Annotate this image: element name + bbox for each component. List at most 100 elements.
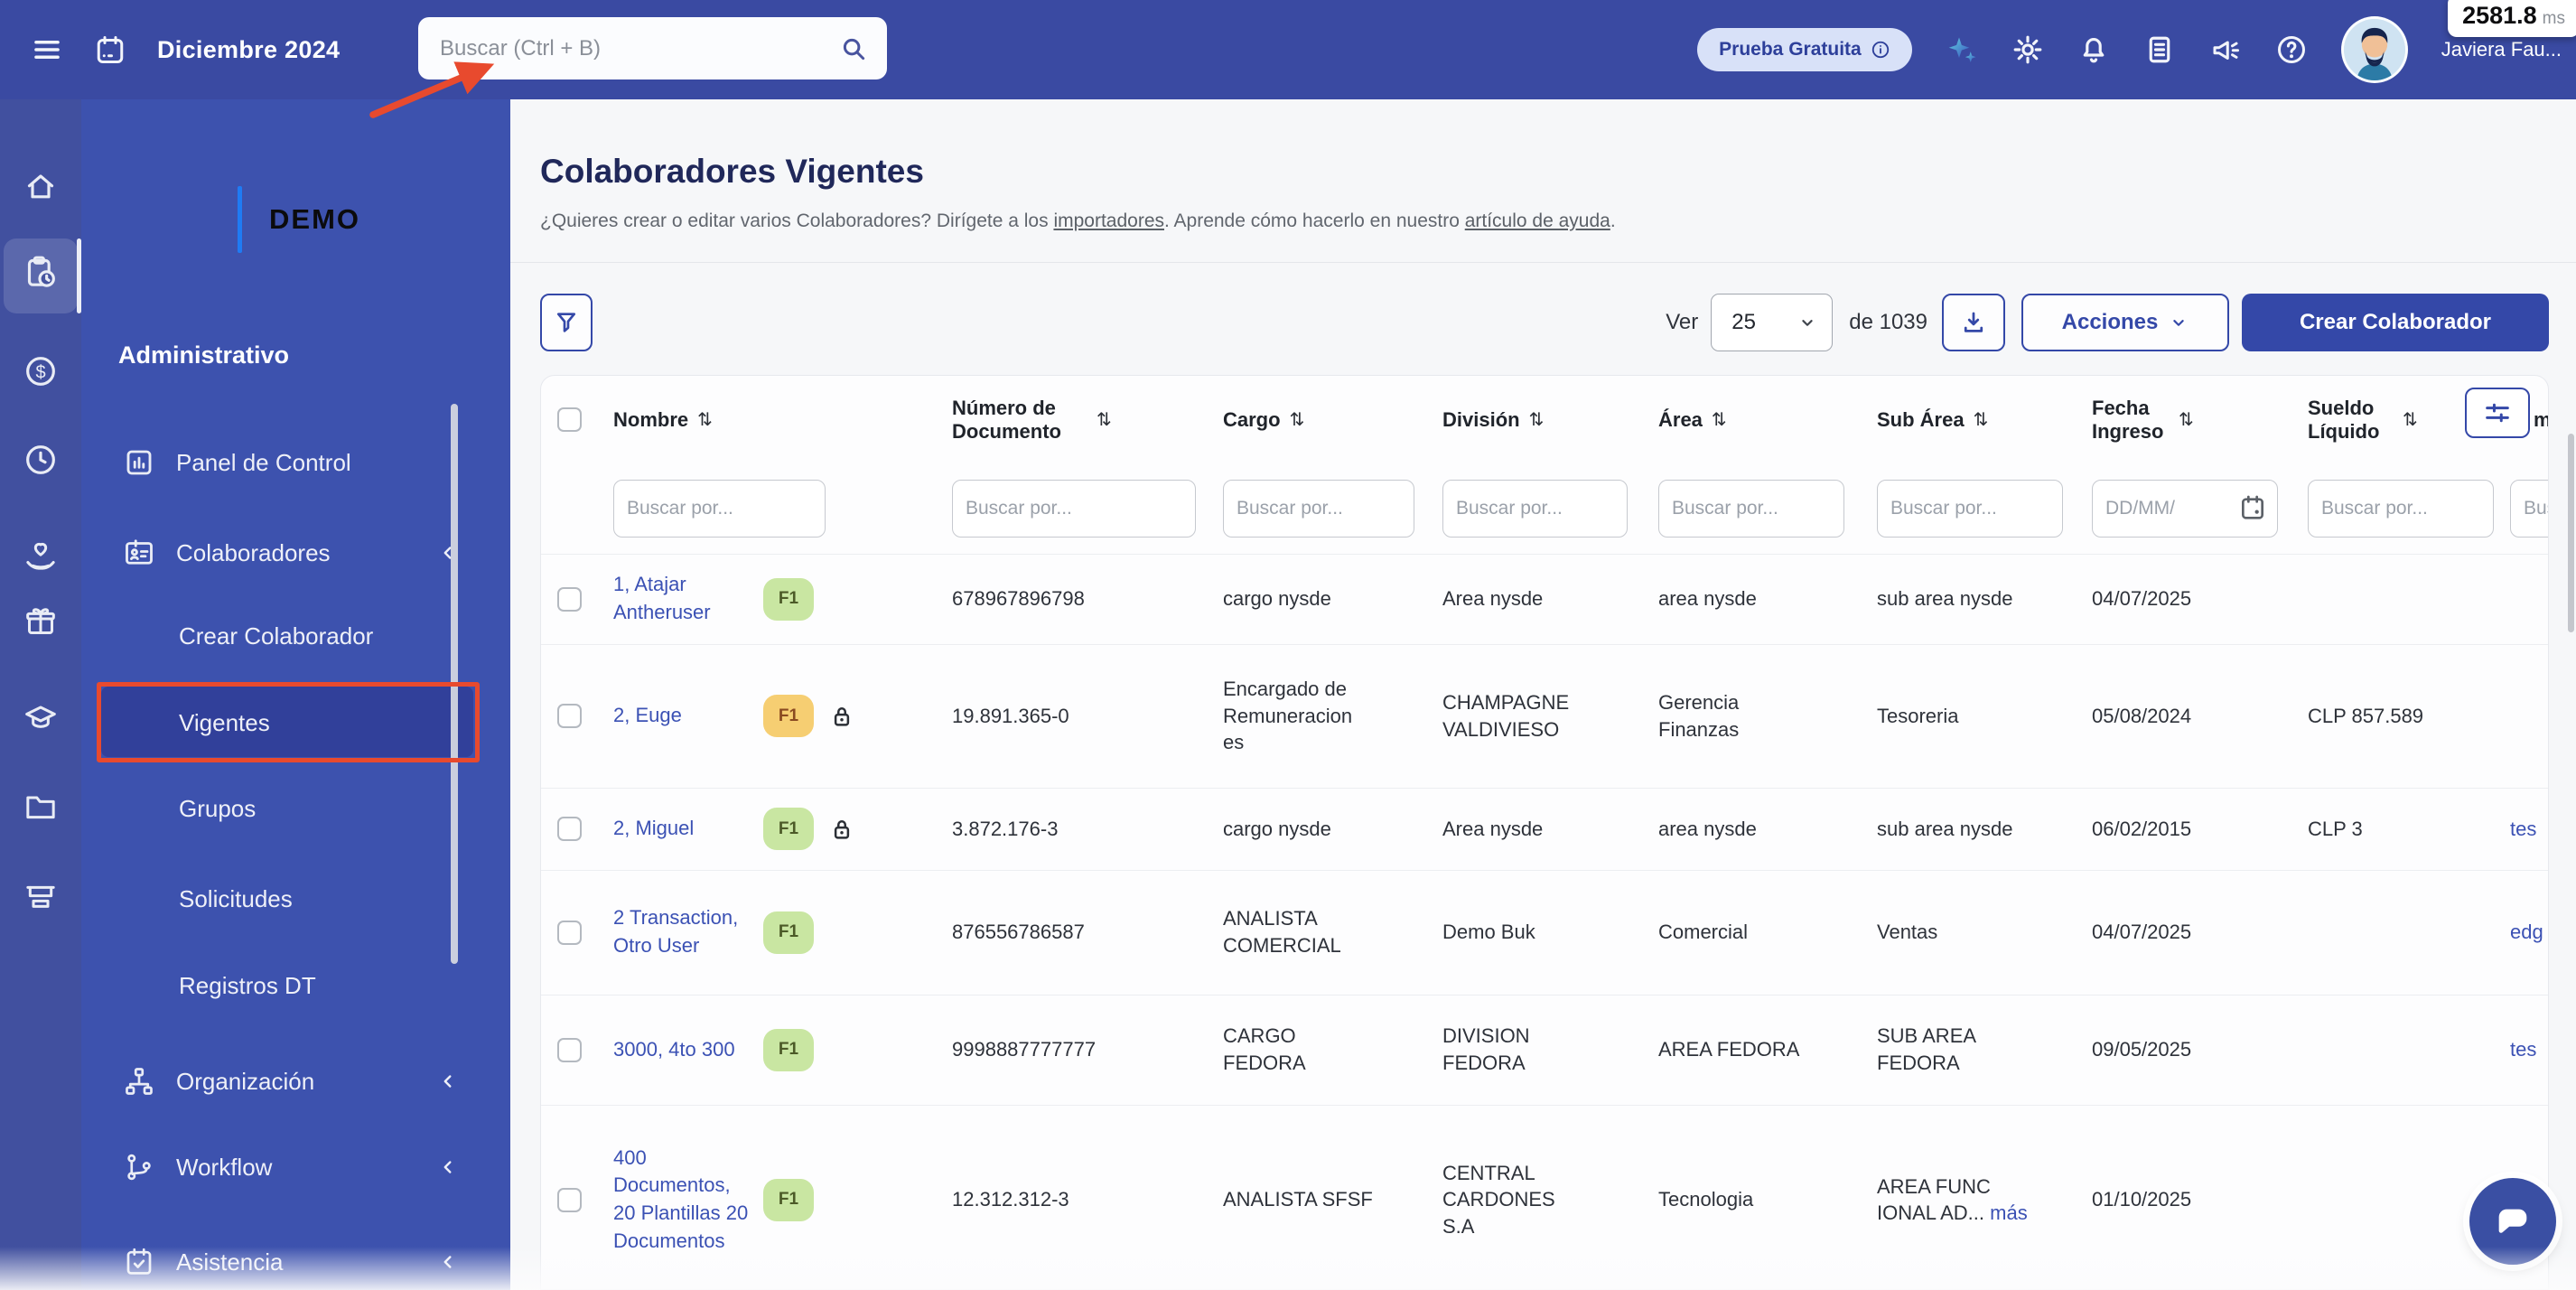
row-checkbox[interactable] xyxy=(557,1188,582,1212)
filter-area-input[interactable] xyxy=(1658,480,1844,538)
sidebar-item-grupos[interactable]: Grupos xyxy=(81,781,510,837)
sort-icon[interactable]: ⇅ xyxy=(1529,408,1545,431)
sort-icon[interactable]: ⇅ xyxy=(697,408,713,431)
column-header-documento[interactable]: Número de Documento⇅ xyxy=(952,397,1207,444)
period-label[interactable]: Diciembre 2024 xyxy=(157,36,340,64)
filter-cargo-input[interactable] xyxy=(1223,480,1414,538)
sort-icon[interactable]: ⇅ xyxy=(1712,408,1727,431)
column-settings-button[interactable] xyxy=(2465,388,2530,438)
collaborator-name-link[interactable]: 1, Atajar Antheruser xyxy=(613,571,749,627)
sort-icon[interactable]: ⇅ xyxy=(1974,408,1989,431)
importers-link[interactable]: importadores xyxy=(1053,210,1164,231)
chat-button[interactable] xyxy=(2469,1178,2556,1265)
filter-subarea-input[interactable] xyxy=(1877,480,2063,538)
sidebar-item-workflow[interactable]: Workflow xyxy=(81,1139,510,1195)
table-row: 400 Documentos, 20 Plantillas 20 Documen… xyxy=(541,1105,2549,1290)
graduation-cap-icon[interactable] xyxy=(23,700,59,736)
collaborator-name-link[interactable]: 2, Miguel xyxy=(613,815,749,843)
sidebar-item-registros-dt[interactable]: Registros DT xyxy=(81,958,510,1014)
help-article-link[interactable]: artículo de ayuda xyxy=(1465,210,1610,231)
collaborator-name-link[interactable]: 3000, 4to 300 xyxy=(613,1036,749,1064)
collaborator-name-link[interactable]: 2, Euge xyxy=(613,702,749,730)
payroll-dollar-icon[interactable]: $ xyxy=(23,353,59,389)
sidebar-item-solicitudes[interactable]: Solicitudes xyxy=(81,871,510,927)
sidebar-item-label: Asistencia xyxy=(176,1248,284,1276)
filter-button[interactable] xyxy=(540,294,593,351)
page-size-select[interactable]: 25 xyxy=(1711,294,1833,351)
bell-icon[interactable] xyxy=(2077,33,2110,66)
trial-badge[interactable]: Prueba Gratuita xyxy=(1697,28,1912,71)
row-checkbox[interactable] xyxy=(557,704,582,728)
megaphone-icon[interactable] xyxy=(2209,33,2242,66)
sort-icon[interactable]: ⇅ xyxy=(2403,408,2418,431)
column-header-fecha[interactable]: Fecha Ingreso⇅ xyxy=(2092,397,2291,444)
sort-icon[interactable]: ⇅ xyxy=(1290,408,1305,431)
sidebar-item-colaboradores[interactable]: Colaboradores xyxy=(81,525,510,581)
cell-division: CENTRAL CARDONES S.A xyxy=(1426,1105,1642,1290)
sidebar-item-crear-colaborador[interactable]: Crear Colaborador xyxy=(81,608,510,664)
column-header-cargo[interactable]: Cargo⇅ xyxy=(1223,408,1426,432)
filter-division-input[interactable] xyxy=(1442,480,1628,538)
filter-nombre-input[interactable] xyxy=(613,480,826,538)
table-row: 2 Transaction, Otro UserF1 876556786587 … xyxy=(541,870,2549,995)
select-all-checkbox[interactable] xyxy=(557,407,582,432)
page-scrollbar[interactable] xyxy=(2568,434,2574,632)
extra-link[interactable]: tes xyxy=(2510,1038,2536,1061)
user-name[interactable]: Javiera Fau... xyxy=(2441,38,2562,61)
sort-icon[interactable]: ⇅ xyxy=(1097,408,1112,431)
column-header-area[interactable]: Área⇅ xyxy=(1658,408,1861,432)
home-icon[interactable] xyxy=(23,169,59,205)
column-header-extra[interactable]: m xyxy=(2534,408,2549,432)
document-icon[interactable] xyxy=(2143,33,2176,66)
ai-sparkle-icon[interactable] xyxy=(1946,33,1978,66)
sidebar-item-organizacion[interactable]: Organización xyxy=(81,1053,510,1109)
collaborator-name-link[interactable]: 2 Transaction, Otro User xyxy=(613,904,749,960)
filter-documento-input[interactable] xyxy=(952,480,1196,538)
page-size-value: 25 xyxy=(1731,310,1756,335)
sort-icon[interactable]: ⇅ xyxy=(2179,408,2194,431)
column-header-subarea[interactable]: Sub Área⇅ xyxy=(1877,408,2076,432)
gear-icon[interactable] xyxy=(2011,33,2044,66)
column-header-division[interactable]: División⇅ xyxy=(1442,408,1642,432)
search-input[interactable] xyxy=(438,35,840,62)
column-header-nombre[interactable]: Nombre⇅ xyxy=(613,408,936,432)
search-icon[interactable] xyxy=(840,35,867,62)
sidebar-item-label: Registros DT xyxy=(179,972,316,1000)
cell-cargo: cargo nysde xyxy=(1207,554,1426,644)
calendar-icon[interactable] xyxy=(2238,493,2267,522)
sidebar-item-panel-de-control[interactable]: Panel de Control xyxy=(81,435,510,491)
row-checkbox[interactable] xyxy=(557,921,582,945)
clock-icon[interactable] xyxy=(23,442,59,478)
calendar-check-icon xyxy=(123,1246,155,1278)
extra-link[interactable]: tes xyxy=(2510,818,2536,840)
avatar[interactable] xyxy=(2341,16,2408,83)
extra-link[interactable]: edg xyxy=(2510,921,2543,943)
filter-sueldo-input[interactable] xyxy=(2308,480,2494,538)
collaborator-name-link[interactable]: 400 Documentos, 20 Plantillas 20 Documen… xyxy=(613,1145,749,1256)
clipboard-clock-icon[interactable] xyxy=(23,254,59,290)
row-checkbox[interactable] xyxy=(557,587,582,612)
filter-extra-input[interactable] xyxy=(2510,480,2549,538)
trial-label: Prueba Gratuita xyxy=(1719,39,1862,61)
hand-heart-icon[interactable] xyxy=(23,538,59,574)
hamburger-menu-icon[interactable] xyxy=(31,33,63,66)
chevron-left-icon xyxy=(438,1157,458,1177)
download-button[interactable] xyxy=(1942,294,2005,351)
sidebar-item-asistencia[interactable]: Asistencia xyxy=(81,1234,510,1290)
performance-unit: ms xyxy=(2543,9,2565,29)
help-icon[interactable] xyxy=(2275,33,2308,66)
create-collaborator-button[interactable]: Crear Colaborador xyxy=(2242,294,2549,351)
actions-button[interactable]: Acciones xyxy=(2021,294,2229,351)
company-logo[interactable]: DEMO xyxy=(238,186,360,253)
cell-subarea: sub area nysde xyxy=(1861,788,2076,870)
chevron-left-icon xyxy=(438,1252,458,1272)
id-card-icon xyxy=(123,537,155,569)
archive-icon[interactable] xyxy=(23,878,59,914)
more-link[interactable]: más xyxy=(1990,1201,2028,1224)
sidebar-item-vigentes[interactable]: Vigentes xyxy=(81,695,510,751)
row-checkbox[interactable] xyxy=(557,817,582,841)
row-checkbox[interactable] xyxy=(557,1038,582,1062)
calendar-icon[interactable] xyxy=(94,33,126,66)
folder-icon[interactable] xyxy=(23,789,59,825)
gift-icon[interactable] xyxy=(23,603,59,640)
